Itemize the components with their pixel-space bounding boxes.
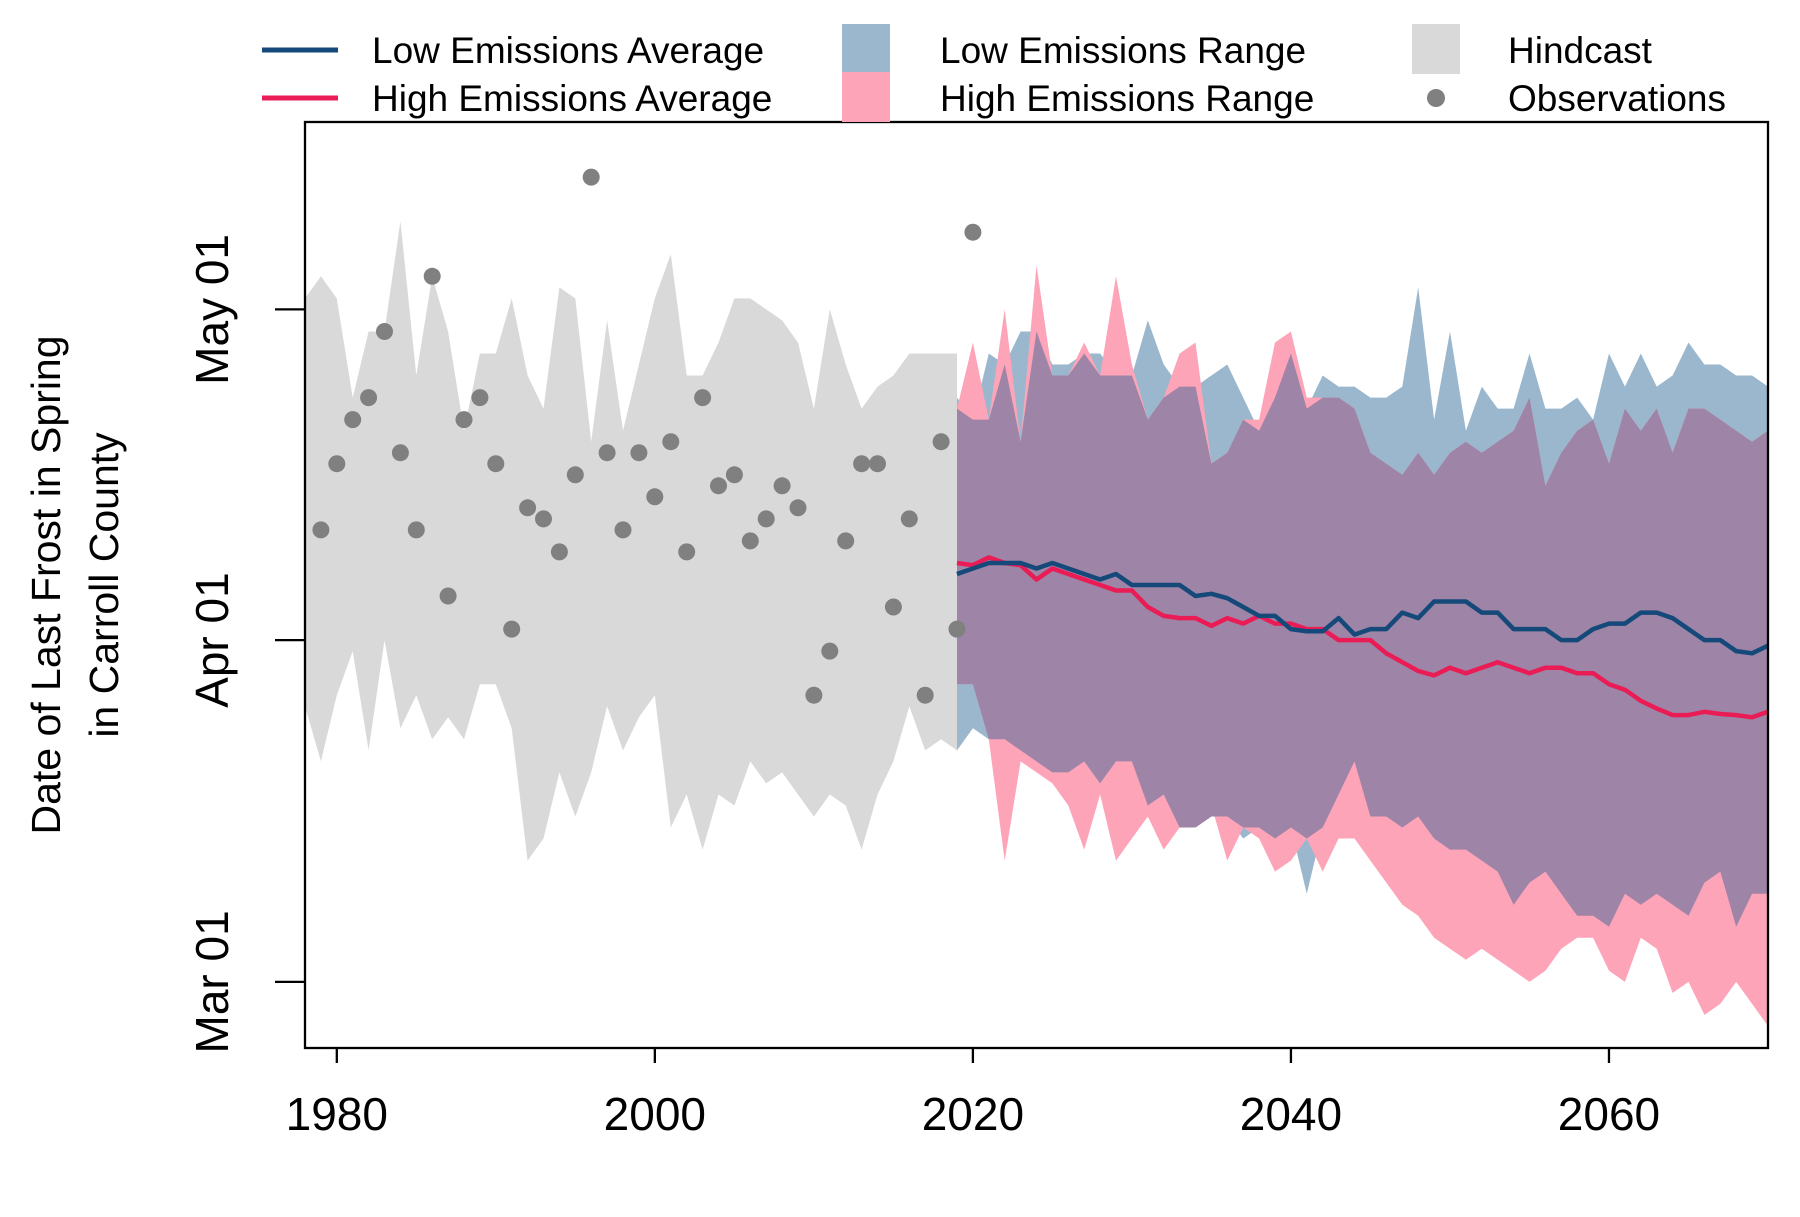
y-axis: Mar 01 Apr 01 May 01: [186, 234, 305, 1053]
observation-point: [614, 521, 632, 539]
observation-point: [694, 389, 712, 407]
observation-point: [884, 598, 902, 616]
observation-point: [662, 433, 680, 451]
legend-label: Observations: [1508, 78, 1726, 119]
legend-swatch-point: [1427, 89, 1445, 107]
observation-point: [725, 466, 743, 484]
x-tick-label: 2000: [604, 1088, 706, 1140]
low-emissions-average-line: [956, 560, 1768, 656]
y-tick-label: Mar 01: [186, 910, 238, 1053]
observation-point: [598, 444, 616, 462]
observation-point: [916, 686, 934, 704]
range-overlap-band: [957, 331, 1768, 927]
observation-point: [471, 389, 489, 407]
observation-point: [853, 455, 871, 473]
plot-frame: [303, 120, 1770, 1050]
observation-point: [646, 488, 664, 506]
observation-point: [789, 499, 807, 517]
y-axis-label-line: Date of Last Frost in Spring: [23, 335, 69, 834]
x-tick-label: 2040: [1240, 1088, 1342, 1140]
observation-point: [376, 323, 393, 340]
observation-point: [487, 455, 505, 473]
observation-point: [630, 444, 648, 462]
observation-point: [741, 532, 759, 550]
observation-point: [837, 532, 855, 550]
legend-swatch-box: [1412, 24, 1460, 74]
observation-point: [503, 620, 521, 638]
legend-label: High Emissions Range: [940, 78, 1314, 119]
observation-point: [328, 455, 346, 473]
y-axis-label-line: in Carroll County: [81, 432, 127, 738]
observation-point: [805, 686, 823, 704]
observation-point: [678, 543, 696, 561]
y-tick-label: May 01: [186, 234, 238, 385]
observation-point: [455, 411, 473, 429]
legend-label: High Emissions Average: [372, 78, 772, 119]
observation-point: [535, 510, 552, 528]
x-tick-label: 2060: [1558, 1088, 1660, 1140]
x-axis: 1980 2000 2020 2040 2060: [286, 1048, 1660, 1140]
legend-label: Hindcast: [1508, 30, 1653, 71]
observation-point: [900, 510, 918, 528]
observation-point: [948, 620, 966, 638]
observation-point: [964, 223, 982, 241]
y-axis-label: Date of Last Frost in Spring in Carroll C…: [23, 335, 127, 834]
observation-point: [439, 587, 457, 605]
observation-point: [932, 433, 950, 451]
plot-layer: [305, 168, 1768, 1026]
legend-swatch-box: [842, 24, 890, 74]
observation-point: [407, 521, 425, 539]
legend-label: Low Emissions Range: [940, 30, 1306, 71]
observation-point: [519, 499, 537, 517]
observation-point: [312, 521, 330, 539]
observation-point: [566, 466, 584, 484]
x-tick-label: 2020: [922, 1088, 1024, 1140]
observation-point: [582, 168, 600, 186]
high-emissions-average-line: [956, 555, 1768, 720]
observation-point: [391, 444, 409, 462]
legend-swatch-box: [842, 72, 890, 122]
x-tick-label: 1980: [286, 1088, 388, 1140]
observation-point: [360, 389, 378, 407]
observation-point: [550, 543, 568, 561]
hindcast-band: [305, 221, 957, 861]
observation-point: [344, 411, 362, 429]
observation-point: [757, 510, 775, 528]
observation-point: [869, 455, 886, 473]
y-tick-label: Apr 01: [186, 572, 238, 708]
legend: Low Emissions Average High Emissions Aver…: [262, 24, 1726, 122]
observation-point: [773, 477, 791, 495]
observation-point: [423, 267, 441, 285]
observation-point: [710, 477, 727, 495]
legend-label: Low Emissions Average: [372, 30, 764, 71]
observation-point: [821, 642, 839, 660]
